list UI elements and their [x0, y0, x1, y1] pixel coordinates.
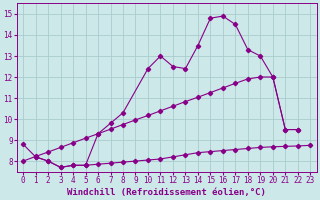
X-axis label: Windchill (Refroidissement éolien,°C): Windchill (Refroidissement éolien,°C) — [67, 188, 266, 197]
